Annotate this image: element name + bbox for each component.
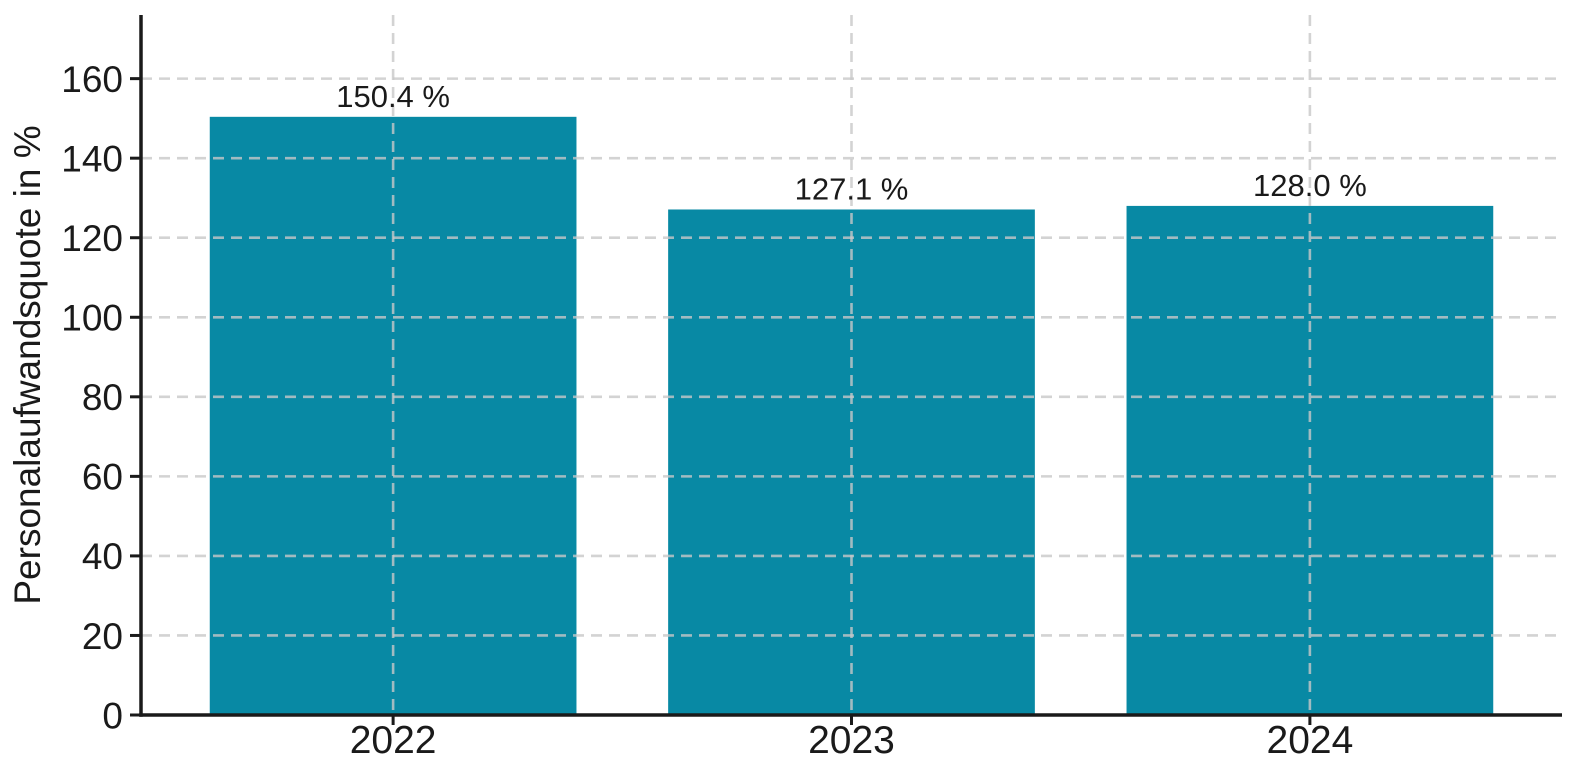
y-tick-label-120: 120: [61, 218, 123, 259]
y-tick-label-100: 100: [61, 298, 123, 339]
y-axis-title: Personalaufwandsquote in %: [7, 125, 48, 604]
bar-2024: [1126, 205, 1494, 715]
x-tick-label-2024: 2024: [1267, 719, 1354, 762]
bar-value-label-2023: 127.1 %: [795, 171, 909, 206]
y-tick-label-80: 80: [82, 377, 123, 418]
bar-value-label-2024: 128.0 %: [1253, 168, 1367, 203]
y-tick-label-40: 40: [82, 536, 123, 577]
x-tick-label-2023: 2023: [808, 719, 895, 762]
y-tick-label-60: 60: [82, 457, 123, 498]
y-tick-label-160: 160: [61, 59, 123, 100]
y-tick-label-20: 20: [82, 616, 123, 657]
x-tick-label-2022: 2022: [350, 719, 437, 762]
y-tick-label-140: 140: [61, 139, 123, 180]
bar-value-label-2022: 150.4 %: [336, 79, 450, 114]
y-tick-label-0: 0: [102, 695, 123, 736]
